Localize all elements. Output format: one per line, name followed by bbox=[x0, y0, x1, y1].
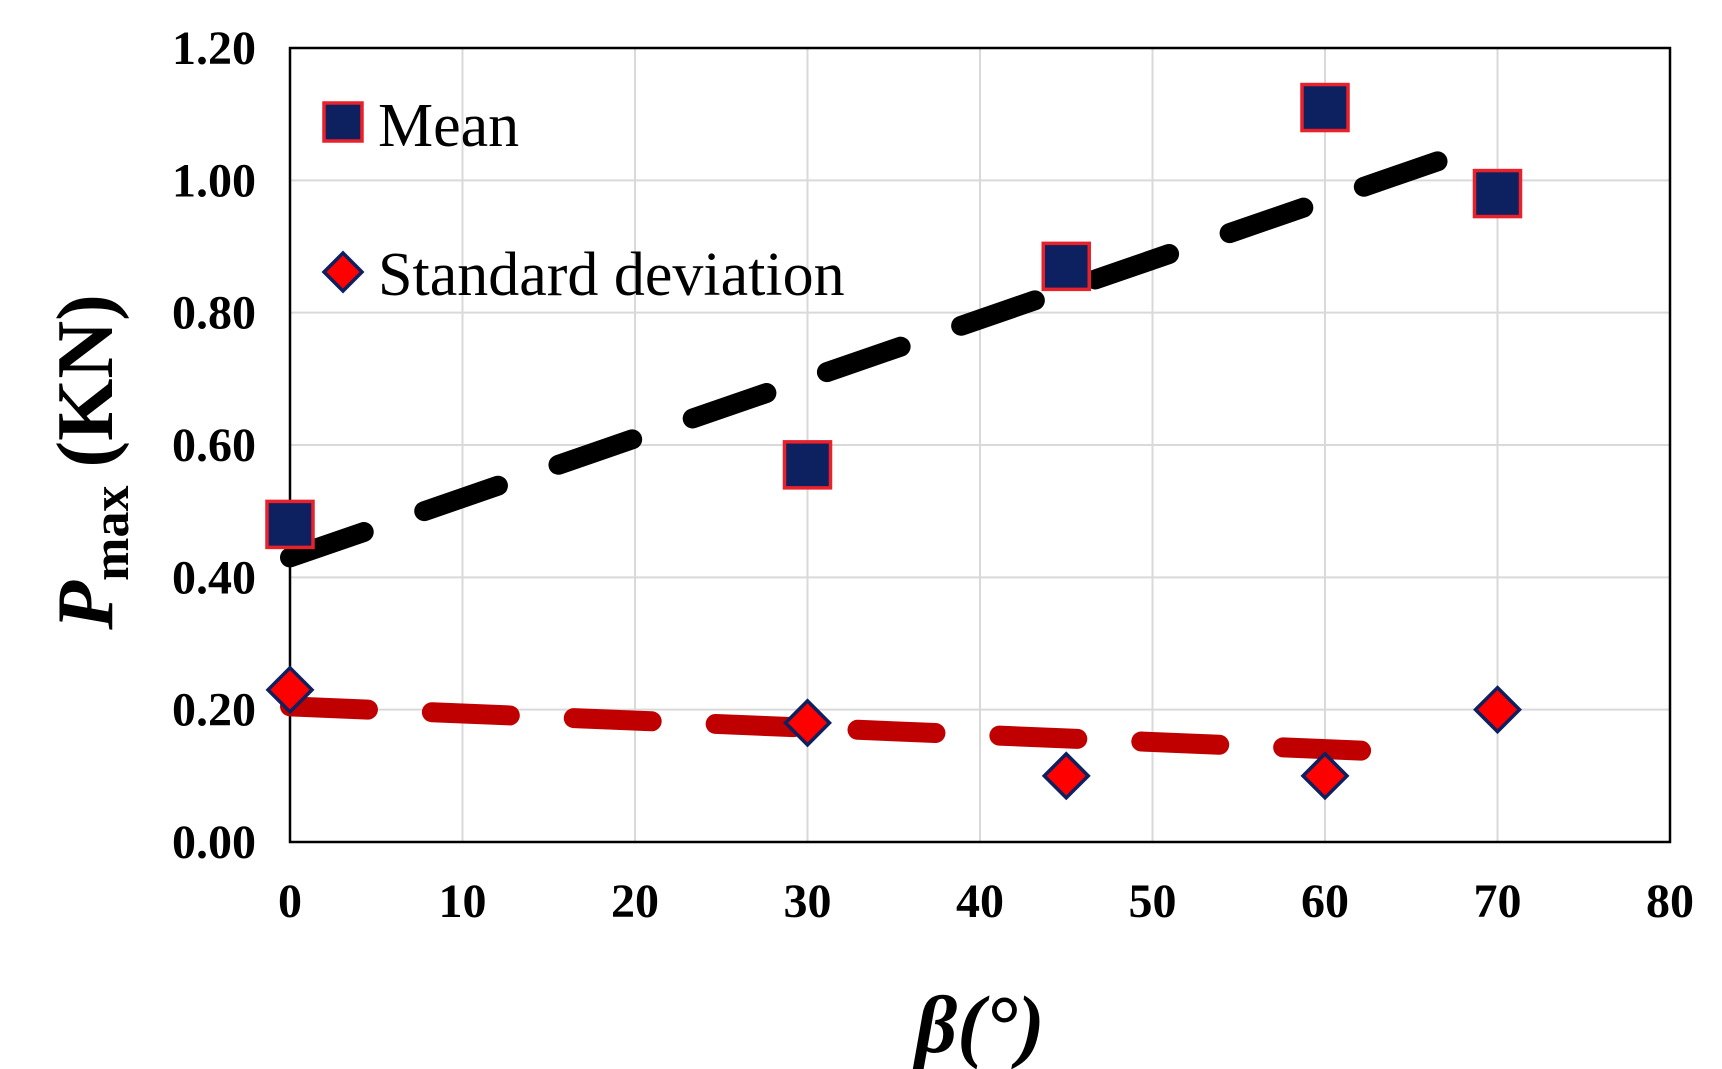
legend-sd-marker bbox=[321, 250, 365, 294]
legend: Mean Standard deviation bbox=[321, 92, 845, 309]
y-axis-symbol: P bbox=[42, 580, 130, 631]
std-dev-point bbox=[1300, 751, 1350, 801]
std-dev-point bbox=[265, 665, 315, 715]
x-tick-label: 50 bbox=[1129, 875, 1177, 928]
y-tick-label: 1.00 bbox=[172, 154, 256, 207]
x-tick-label: 30 bbox=[784, 875, 832, 928]
mean-trendline bbox=[280, 130, 1508, 568]
std-dev-point bbox=[1041, 751, 1091, 801]
x-tick-label: 80 bbox=[1646, 875, 1694, 928]
trendlines bbox=[280, 130, 1508, 763]
std-dev-point bbox=[783, 698, 832, 748]
mean-point bbox=[1472, 168, 1523, 219]
mean-point bbox=[782, 440, 833, 490]
mean-point bbox=[1300, 82, 1350, 133]
std-dev-point bbox=[1473, 685, 1522, 735]
x-axis-title: β(°) bbox=[912, 979, 1044, 1069]
y-tick-label: 0.40 bbox=[172, 551, 256, 604]
x-tick-label: 40 bbox=[956, 875, 1004, 928]
x-tick-label: 0 bbox=[278, 875, 302, 928]
y-tick-label: 0.20 bbox=[172, 684, 256, 737]
y-axis-subscript: max bbox=[83, 486, 140, 581]
x-tick-label: 70 bbox=[1474, 875, 1522, 928]
y-axis-unit: (KN) bbox=[42, 294, 130, 467]
mean-point bbox=[1041, 241, 1091, 292]
std-dev-trendline bbox=[280, 696, 1422, 763]
x-tick-label: 10 bbox=[439, 875, 487, 928]
y-tick-label: 0.60 bbox=[172, 419, 256, 472]
legend-std-dev-diamond bbox=[321, 250, 365, 294]
x-tick-label: 60 bbox=[1301, 875, 1349, 928]
mean-point bbox=[265, 499, 315, 550]
legend-mean-label: Mean bbox=[378, 92, 519, 160]
x-tick-labels: 0 10 20 30 40 50 60 70 80 bbox=[278, 875, 1694, 928]
y-tick-label: 0.00 bbox=[172, 816, 256, 869]
x-tick-label: 20 bbox=[611, 875, 659, 928]
data-points bbox=[265, 82, 1523, 801]
y-tick-labels: 0.00 0.20 0.40 0.60 0.80 1.00 1.20 bbox=[172, 22, 256, 869]
plot-frame bbox=[288, 46, 1672, 844]
y-axis-title: Pmax (KN) bbox=[42, 294, 140, 630]
legend-sd-label: Standard deviation bbox=[378, 241, 845, 309]
legend-mean-marker bbox=[322, 101, 364, 143]
y-tick-label: 1.20 bbox=[172, 22, 256, 75]
y-tick-label: 0.80 bbox=[172, 287, 256, 340]
legend-mean-square bbox=[322, 101, 364, 143]
